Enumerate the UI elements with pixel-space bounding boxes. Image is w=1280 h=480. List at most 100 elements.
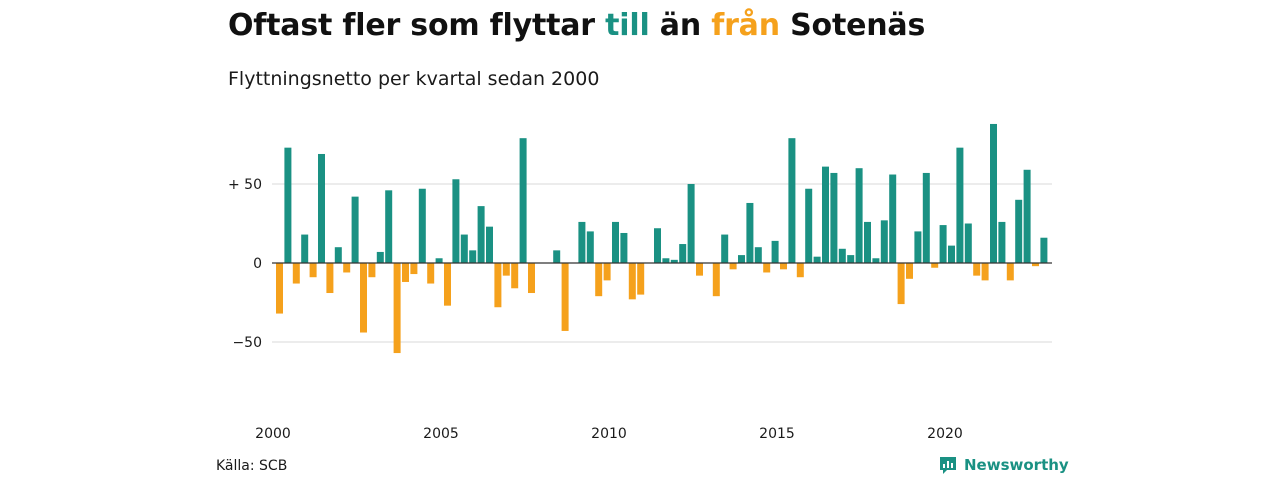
bar: [620, 232, 628, 263]
title-part-3: Sotenäs: [779, 8, 926, 43]
bar: [326, 263, 334, 294]
grid-lines: [272, 183, 1052, 343]
bar: [637, 263, 645, 295]
bar: [1006, 263, 1014, 281]
x-tick-label: 2000: [255, 426, 291, 442]
bar: [771, 240, 779, 263]
bar: [830, 172, 838, 263]
bar: [754, 247, 762, 263]
bar: [864, 221, 871, 263]
y-tick-label: + 50: [228, 177, 262, 193]
bar: [393, 263, 401, 354]
bar: [502, 263, 510, 276]
x-tick-label: 2020: [927, 426, 963, 442]
bar: [385, 190, 393, 263]
source-note: Källa: SCB: [216, 458, 288, 474]
bar: [662, 258, 670, 263]
bar: [418, 188, 426, 263]
x-tick-label: 2005: [423, 426, 459, 442]
bar: [780, 263, 787, 270]
bar: [1032, 263, 1039, 267]
bar: [838, 248, 846, 263]
bar: [553, 250, 561, 263]
y-tick-label: −50: [232, 335, 262, 351]
bar: [511, 263, 519, 289]
bar: [763, 263, 771, 273]
bar: [360, 263, 367, 333]
bar: [670, 259, 678, 263]
x-tick-label: 2010: [591, 426, 627, 442]
bar: [528, 263, 535, 294]
bar: [318, 153, 325, 263]
bar: [922, 172, 930, 263]
bar: [477, 206, 485, 263]
bar: [460, 234, 468, 263]
bar: [486, 226, 493, 263]
bar: [914, 231, 922, 263]
bars: [276, 123, 1048, 354]
bar: [578, 221, 586, 263]
bar: [519, 138, 527, 263]
bar: [981, 263, 989, 281]
bar: [906, 263, 913, 279]
bar: [351, 196, 359, 263]
bar: [334, 247, 342, 263]
brand-logo: Newsworthy: [938, 455, 1069, 475]
bar: [822, 166, 829, 263]
bar: [427, 263, 435, 284]
bar: [376, 251, 384, 263]
bar: [343, 263, 351, 273]
bar: [889, 174, 897, 263]
bar: [469, 250, 477, 263]
bar: [402, 263, 409, 282]
x-tick-label: 2015: [759, 426, 795, 442]
chart-subtitle: Flyttningsnetto per kvartal sedan 2000: [228, 68, 600, 90]
title-part-1: Oftast fler som flyttar: [228, 8, 606, 43]
bar: [410, 263, 418, 275]
chart-title: Oftast fler som flyttar till än från Sot…: [228, 8, 925, 43]
bar: [595, 263, 603, 297]
bar: [973, 263, 981, 276]
bar: [990, 123, 997, 264]
bar: [964, 223, 972, 263]
newsworthy-logo-icon: [940, 457, 956, 474]
bar: [301, 234, 309, 263]
bar: [284, 147, 292, 263]
title-highlight-to: till: [605, 8, 650, 43]
bar: [679, 244, 687, 263]
bar: [452, 179, 460, 263]
bar: [746, 202, 754, 263]
bar: [788, 138, 796, 263]
bar: [855, 168, 863, 263]
bar: [276, 263, 283, 314]
brand-name: Newsworthy: [964, 456, 1069, 474]
bar: [444, 263, 451, 306]
bar: [939, 225, 947, 263]
bar: [805, 188, 813, 263]
bar: [494, 263, 502, 308]
bar: [586, 231, 594, 263]
bar: [561, 263, 569, 331]
bar: [729, 263, 737, 270]
bar: [796, 263, 804, 278]
bar: [628, 263, 636, 300]
bar: [872, 258, 880, 263]
bar: [880, 220, 888, 263]
bar: [696, 263, 703, 276]
bar: [931, 263, 939, 268]
bar: [1023, 169, 1031, 263]
bar: [603, 263, 611, 281]
bar: [368, 263, 376, 278]
bar: [1040, 237, 1048, 263]
bar: [654, 228, 661, 263]
bar: [309, 263, 317, 278]
bar: [813, 256, 821, 263]
bar: [847, 255, 855, 263]
bar: [612, 221, 619, 263]
bar: [956, 147, 964, 263]
title-highlight-from: från: [711, 8, 780, 43]
bar: [292, 263, 300, 284]
bar: [998, 221, 1006, 263]
title-part-2: än: [649, 8, 712, 43]
